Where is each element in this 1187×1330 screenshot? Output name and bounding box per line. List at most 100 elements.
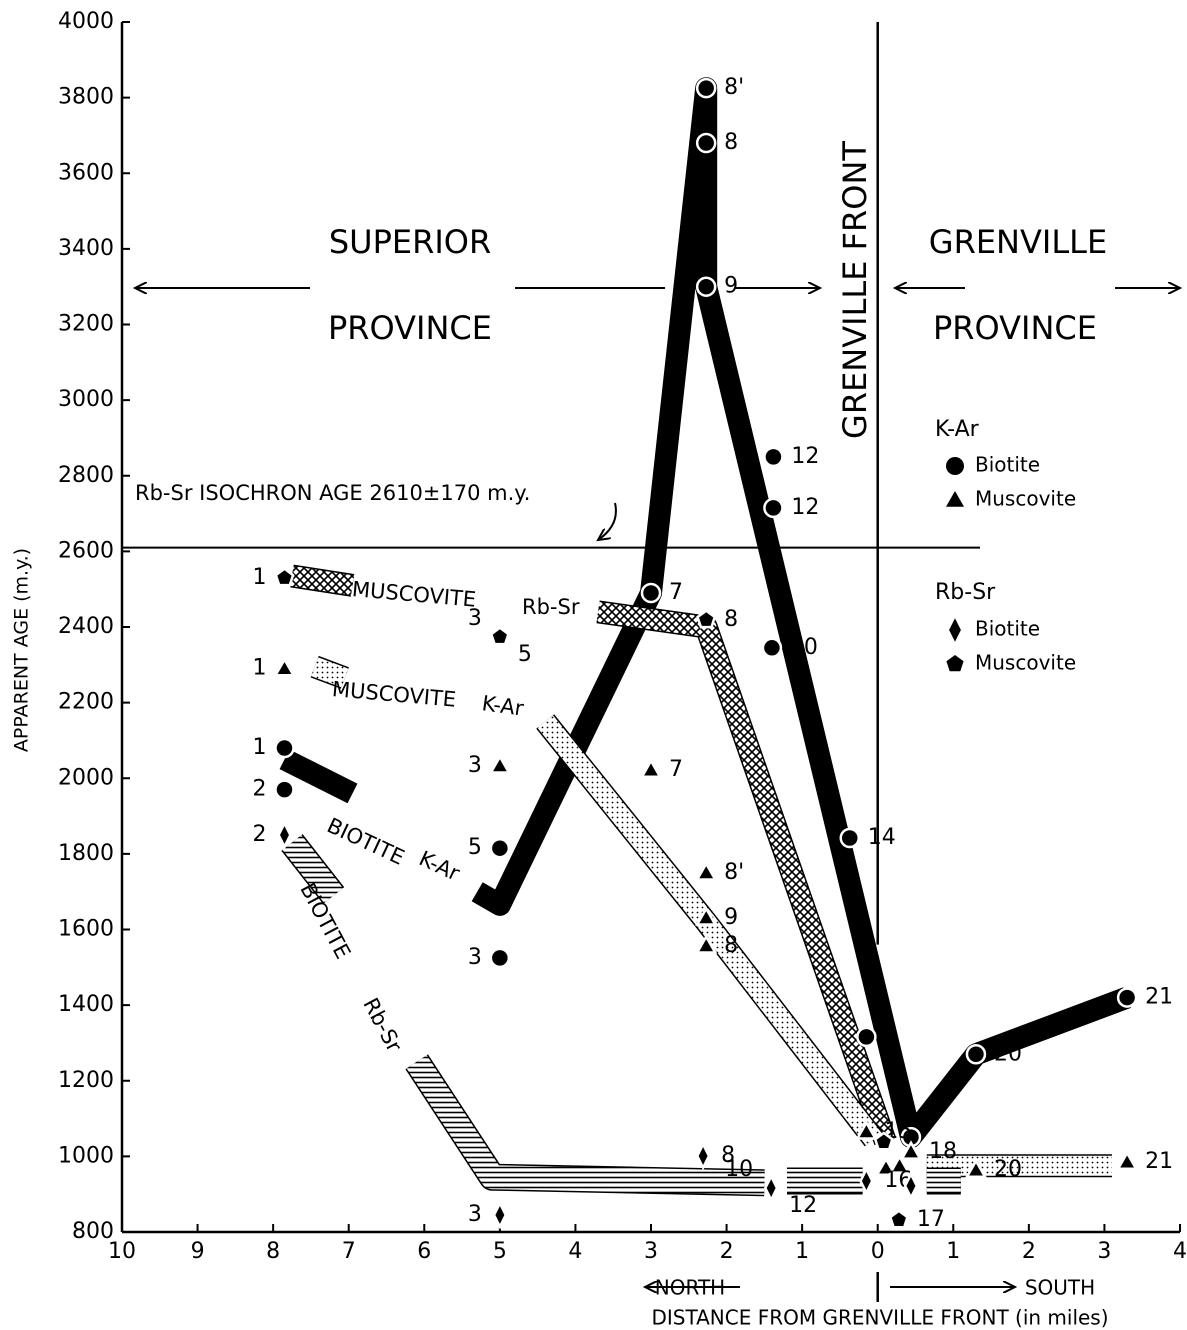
point-label: 8 (721, 1143, 735, 1168)
point (763, 446, 784, 468)
y-tick-label: 3800 (58, 85, 114, 110)
point (695, 861, 718, 881)
point (839, 827, 861, 849)
x-tick-label: 2 (1022, 1239, 1036, 1264)
point-label: 3 (468, 606, 482, 631)
y-tick-label: 2000 (58, 765, 114, 790)
point (1115, 1150, 1139, 1171)
point (763, 1173, 779, 1203)
x-axis-label: DISTANCE FROM GRENVILLE FRONT (in miles) (651, 1306, 1108, 1330)
point (899, 1140, 923, 1160)
point-label: 10 (725, 1157, 753, 1182)
point (695, 1141, 711, 1171)
legend-title: Rb-Sr (935, 580, 996, 605)
point-label: 12 (791, 444, 819, 469)
legend-label: Biotite (975, 453, 1040, 477)
point-label: 3 (468, 945, 482, 970)
region-label: GRENVILLE (929, 223, 1107, 261)
legend-label: Muscovite (975, 487, 1076, 511)
point (273, 657, 296, 677)
point-label: 20 (994, 1041, 1022, 1066)
point-label: 21 (1145, 985, 1173, 1010)
x-tick-label: 0 (871, 1239, 885, 1264)
x-tick-label: 1 (795, 1239, 809, 1264)
region-label: SUPERIOR (329, 223, 491, 261)
band-label: MUSCOVITE (331, 677, 457, 712)
x-tick-label: 4 (1173, 1239, 1187, 1264)
y-tick-label: 4000 (58, 9, 114, 34)
point (873, 1131, 894, 1151)
legend-marker (949, 618, 961, 642)
point-label: 8' (724, 860, 744, 885)
point (761, 637, 783, 659)
legend-label: Biotite (975, 617, 1040, 641)
point-label: 3 (468, 753, 482, 778)
y-tick-label: 2400 (58, 614, 114, 639)
band-label: BIOTITE (323, 813, 408, 870)
point (964, 1158, 988, 1178)
point-label: 18 (929, 1139, 957, 1164)
point (489, 947, 511, 969)
point-label: 2 (252, 777, 266, 802)
point (856, 1026, 877, 1048)
point-label: 8' (724, 75, 744, 100)
direction-label: NORTH (655, 1276, 725, 1300)
point-label: 3 (468, 1202, 482, 1227)
x-tick-label: 7 (342, 1239, 356, 1264)
region-label: PROVINCE (328, 309, 492, 347)
point (695, 906, 718, 926)
point (492, 1200, 508, 1230)
point (489, 837, 511, 859)
point (277, 820, 292, 850)
point (1116, 987, 1138, 1008)
point (639, 758, 663, 778)
point (695, 77, 717, 99)
band-label: Rb-Sr (358, 994, 406, 1056)
front-label: GRENVILLE FRONT (836, 141, 874, 439)
point (695, 132, 717, 154)
y-tick-label: 800 (72, 1219, 114, 1244)
x-tick-label: 3 (644, 1239, 658, 1264)
point-label: 8 (724, 607, 738, 632)
point (903, 1171, 919, 1201)
point-label: 21 (1145, 1149, 1173, 1174)
y-tick-label: 3400 (58, 236, 114, 261)
point-label: 14 (868, 825, 896, 850)
band (279, 77, 1131, 1149)
isochron-label: Rb-Sr ISOCHRON AGE 2610±170 m.y. (135, 481, 530, 505)
region-label: PROVINCE (933, 309, 1097, 347)
point-label: 17 (917, 1207, 945, 1232)
point-label: 1 (252, 735, 266, 760)
point (696, 609, 717, 629)
point (489, 626, 510, 646)
point (888, 1209, 909, 1229)
point (695, 276, 717, 297)
x-tick-label: 8 (266, 1239, 280, 1264)
point-label: 12 (789, 1193, 817, 1218)
point-label: 5 (518, 642, 532, 667)
point (855, 1120, 878, 1140)
x-tick-label: 3 (1097, 1239, 1111, 1264)
band-label: Rb-Sr (522, 595, 580, 619)
point-label: 7 (669, 757, 683, 782)
point (859, 1166, 874, 1196)
point-label: 1 (252, 656, 266, 681)
y-tick-label: 1600 (58, 917, 114, 942)
point (965, 1044, 987, 1065)
y-tick-label: 2600 (58, 538, 114, 563)
point (274, 567, 295, 587)
legend-marker (946, 491, 964, 507)
point-label: 7 (669, 580, 683, 605)
legend-title: K-Ar (935, 417, 980, 442)
legend-marker (946, 457, 964, 475)
y-tick-label: 1200 (58, 1068, 114, 1093)
x-tick-label: 4 (568, 1239, 582, 1264)
band-label: MUSCOVITE (351, 577, 477, 612)
point-label: 9 (724, 274, 738, 299)
x-tick-label: 6 (417, 1239, 431, 1264)
band (282, 835, 961, 1195)
y-tick-label: 3600 (58, 160, 114, 185)
x-tick-label: 10 (108, 1239, 136, 1264)
y-tick-label: 1000 (58, 1143, 114, 1168)
